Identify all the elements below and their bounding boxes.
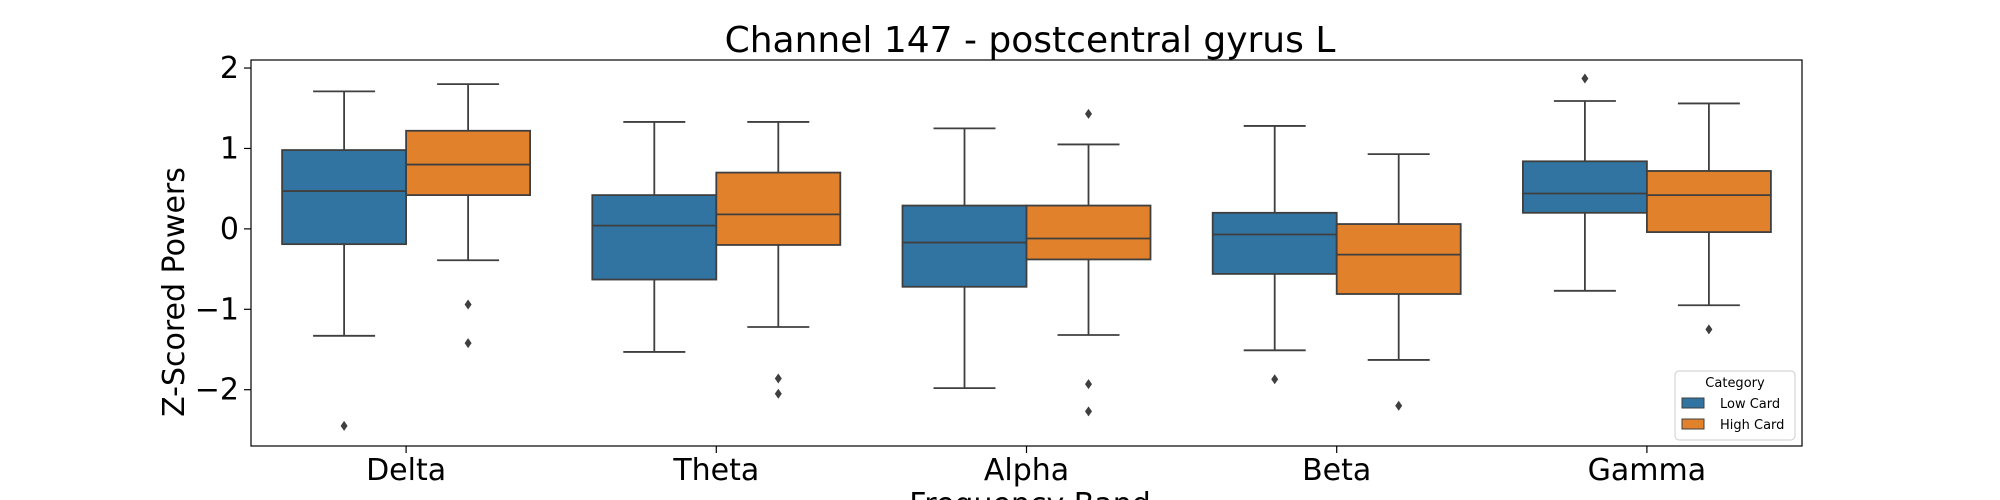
box-high-card: [1025, 204, 1152, 261]
box-low-card: [1522, 160, 1648, 214]
x-tick-label: Theta: [672, 453, 759, 488]
outlier-point-high-card: [464, 299, 472, 310]
outlier-point-high-card: [1705, 324, 1713, 335]
legend-title: Category: [1705, 376, 1765, 391]
box-high-card: [1335, 223, 1462, 295]
legend-frame: [1674, 370, 1796, 441]
x-tick-label: Beta: [1302, 453, 1371, 488]
box-low-card: [591, 194, 718, 281]
legend-label-high-card: High Card: [1720, 418, 1784, 433]
legend-swatch-low-card: [1681, 397, 1705, 409]
outlier-point-high-card: [1085, 108, 1092, 119]
box-low-card: [281, 149, 408, 246]
box-high-card: [405, 129, 532, 196]
outlier-point-low-card: [1581, 73, 1589, 84]
outlier-point-low-card: [1271, 374, 1279, 385]
outlier-point-high-card: [1085, 379, 1092, 390]
outlier-point-high-card: [1395, 400, 1403, 411]
plot-area: 2 1 0 −1 −2 Delta Theta Alpha Beta Gamma: [195, 51, 1803, 488]
outlier-point-high-card: [774, 373, 782, 384]
y-tick-label: 0: [220, 212, 239, 247]
box-high-card: [1646, 170, 1772, 233]
x-tick-label: Delta: [366, 453, 446, 488]
y-tick-label: 2: [220, 51, 239, 86]
plot-frame: [250, 59, 1803, 447]
chart-title: Channel 147 - postcentral gyrus L: [725, 20, 1336, 61]
legend-label-low-card: Low Card: [1720, 397, 1780, 412]
x-tick-label: Gamma: [1588, 453, 1706, 488]
outlier-point-high-card: [464, 338, 472, 349]
x-axis-label: Frequency Band: [909, 487, 1151, 500]
y-axis-label: Z-Scored Powers: [157, 167, 192, 417]
legend: Category Low Card High Card: [1674, 370, 1796, 441]
x-tick-label: Alpha: [984, 453, 1069, 488]
y-tick-label: −2: [195, 373, 239, 408]
box-low-card: [1211, 211, 1338, 275]
outlier-point-high-card: [774, 388, 782, 399]
box-low-card: [901, 204, 1028, 288]
y-tick-label: −1: [195, 292, 239, 327]
legend-swatch-high-card: [1681, 418, 1705, 430]
y-tick-label: 1: [220, 131, 239, 166]
outlier-point-low-card: [340, 420, 348, 431]
outlier-point-high-card: [1085, 406, 1092, 417]
box-high-card: [715, 171, 842, 246]
